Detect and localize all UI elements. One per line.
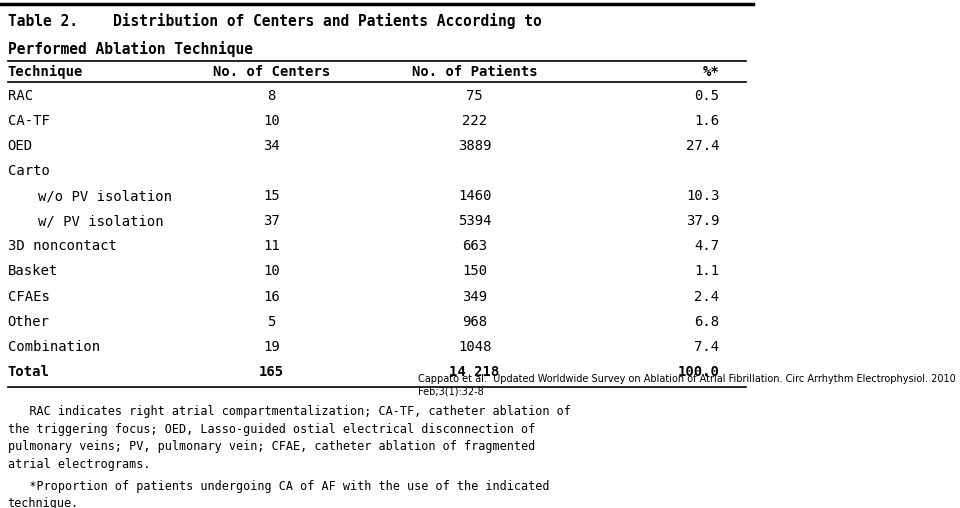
Text: 968: 968 (462, 314, 487, 329)
Text: 4.7: 4.7 (694, 239, 719, 253)
Text: 663: 663 (462, 239, 487, 253)
Text: RAC indicates right atrial compartmentalization; CA-TF, catheter ablation of
the: RAC indicates right atrial compartmental… (8, 405, 570, 471)
Text: 222: 222 (462, 114, 487, 128)
Text: 6.8: 6.8 (694, 314, 719, 329)
Text: Total: Total (8, 365, 49, 378)
Text: 14 218: 14 218 (449, 365, 500, 378)
Text: RAC: RAC (8, 89, 33, 103)
Text: 7.4: 7.4 (694, 340, 719, 354)
Text: 37.9: 37.9 (686, 214, 719, 229)
Text: Other: Other (8, 314, 49, 329)
Text: 3D noncontact: 3D noncontact (8, 239, 116, 253)
Text: *Proportion of patients undergoing CA of AF with the use of the indicated
techni: *Proportion of patients undergoing CA of… (8, 480, 549, 508)
Text: 5: 5 (267, 314, 276, 329)
Text: 150: 150 (462, 265, 487, 278)
Text: CA-TF: CA-TF (8, 114, 49, 128)
Text: w/o PV isolation: w/o PV isolation (37, 189, 172, 203)
Text: 11: 11 (263, 239, 279, 253)
Text: 1.6: 1.6 (694, 114, 719, 128)
Text: 3889: 3889 (458, 139, 492, 153)
Text: 1048: 1048 (458, 340, 492, 354)
Text: 2.4: 2.4 (694, 290, 719, 303)
Text: 16: 16 (263, 290, 279, 303)
Text: 8: 8 (267, 89, 276, 103)
Text: Combination: Combination (8, 340, 100, 354)
Text: Basket: Basket (8, 265, 58, 278)
Text: 1.1: 1.1 (694, 265, 719, 278)
Text: Carto: Carto (8, 164, 49, 178)
Text: 75: 75 (467, 89, 483, 103)
Text: 10.3: 10.3 (686, 189, 719, 203)
Text: Technique: Technique (8, 65, 83, 79)
Text: Table 2.    Distribution of Centers and Patients According to: Table 2. Distribution of Centers and Pat… (8, 13, 541, 29)
Text: 37: 37 (263, 214, 279, 229)
Text: 10: 10 (263, 265, 279, 278)
Text: w/ PV isolation: w/ PV isolation (37, 214, 163, 229)
Text: No. of Patients: No. of Patients (412, 65, 538, 79)
Text: 15: 15 (263, 189, 279, 203)
Text: 34: 34 (263, 139, 279, 153)
Text: Performed Ablation Technique: Performed Ablation Technique (8, 41, 252, 57)
Text: CFAEs: CFAEs (8, 290, 49, 303)
Text: 1460: 1460 (458, 189, 492, 203)
Text: Cappato et al.  Updated Worldwide Survey on Ablation of Atrial Fibrillation. Cir: Cappato et al. Updated Worldwide Survey … (419, 374, 956, 397)
Text: 165: 165 (258, 365, 284, 378)
Text: 19: 19 (263, 340, 279, 354)
Text: 5394: 5394 (458, 214, 492, 229)
Text: OED: OED (8, 139, 33, 153)
Text: 349: 349 (462, 290, 487, 303)
Text: 0.5: 0.5 (694, 89, 719, 103)
Text: 10: 10 (263, 114, 279, 128)
Text: No. of Centers: No. of Centers (212, 65, 330, 79)
Text: 100.0: 100.0 (678, 365, 719, 378)
Text: %*: %* (703, 65, 719, 79)
Text: 27.4: 27.4 (686, 139, 719, 153)
